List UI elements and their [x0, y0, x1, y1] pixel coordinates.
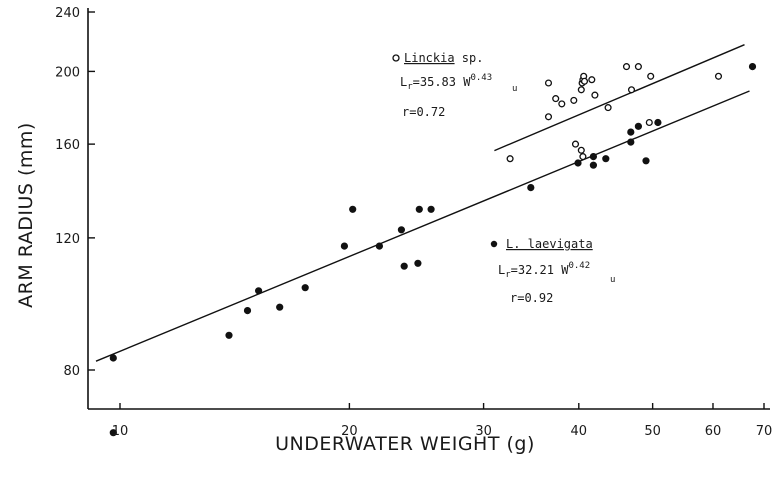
x-tick-label: 30 [475, 424, 492, 439]
laevigata-point [574, 159, 582, 167]
linckia-point [558, 100, 566, 108]
linckia-equation: Lr=35.83 W0.43 [400, 73, 492, 92]
linckia-point [570, 96, 578, 104]
fit-lines [95, 44, 750, 362]
linckia-point [588, 76, 596, 84]
linckia-eq-exponent: 0.43 [470, 73, 492, 83]
laevigata-point [243, 307, 252, 315]
laevigata-point [397, 226, 406, 234]
linckia-point [604, 104, 612, 112]
y-tick-label: 160 [55, 138, 80, 153]
linckia-point [544, 79, 553, 87]
laevigata-point [589, 153, 598, 161]
linckia-point [571, 140, 580, 148]
linckia-point [714, 72, 723, 80]
y-tick-label: 200 [55, 65, 80, 80]
laevigata-point [602, 155, 610, 163]
laevigata-eq-exponent: 0.42 [568, 261, 590, 271]
linckia-eq-rhs: =35.83 W [413, 75, 472, 89]
linckia-point [627, 86, 636, 94]
linckia-point [506, 155, 514, 163]
fit-line-laevigata [95, 90, 750, 362]
laevigata-point [654, 118, 662, 127]
laevigata-point [301, 284, 309, 292]
laevigata-point [349, 205, 357, 213]
laevigata-point [109, 354, 117, 362]
linckia-point [591, 91, 599, 99]
laevigata-point [415, 205, 423, 213]
laevigata-point [748, 62, 757, 71]
linckia-point [579, 153, 587, 161]
x-tick-label: 50 [644, 424, 661, 439]
laevigata-point [527, 184, 535, 192]
linckia-point [647, 72, 655, 80]
linckia-point [577, 86, 585, 94]
linckia-eq-subscript: u [512, 84, 517, 94]
laevigata-point [276, 303, 284, 311]
x-tick-label: 20 [341, 424, 358, 439]
laevigata-eq-lhs: L [498, 263, 505, 277]
laevigata-point [109, 429, 117, 437]
axes [87, 8, 770, 410]
x-axis-title: UNDERWATER WEIGHT (g) [275, 433, 535, 455]
linckia-legend-suffix: sp. [455, 51, 484, 65]
linckia-point [622, 63, 631, 71]
linckia-point [552, 95, 560, 103]
linckia-point [580, 77, 589, 85]
linckia-r-value: r=0.72 [402, 105, 445, 119]
laevigata-annotation: L. laevigata Lr=32.21 W0.42 u r=0.92 [490, 237, 615, 305]
linckia-eq-lhs-sub: r [407, 82, 413, 92]
laevigata-point [627, 128, 635, 136]
laevigata-point [427, 205, 435, 213]
laevigata-point [634, 122, 643, 130]
fit-line-linckia [494, 44, 745, 152]
data-points [109, 62, 757, 437]
y-tick-label: 240 [55, 6, 80, 21]
laevigata-eq-lhs-sub: r [505, 270, 511, 280]
laevigata-point [627, 138, 635, 146]
linckia-eq-lhs: L [400, 75, 407, 89]
linckia-point [645, 118, 653, 127]
laevigata-point [375, 242, 384, 250]
laevigata-eq-subscript: u [610, 275, 615, 285]
laevigata-point [255, 287, 263, 295]
linckia-annotation: Linckia sp. Lr=35.83 W0.43 u r=0.72 [392, 51, 517, 119]
laevigata-r-value: r=0.92 [510, 291, 553, 305]
laevigata-legend-label: L. laevigata [506, 237, 593, 251]
x-tick-label: 10 [112, 424, 129, 439]
laevigata-equation: Lr=32.21 W0.42 [498, 261, 590, 280]
x-tick-label: 70 [756, 424, 773, 439]
laevigata-point [414, 259, 422, 267]
linckia-point [577, 146, 585, 154]
laevigata-point [589, 161, 598, 169]
laevigata-point [642, 157, 650, 165]
linckia-legend-label: Linckia sp. [404, 51, 483, 65]
x-tick-label: 40 [571, 424, 588, 439]
y-axis-title: ARM RADIUS (mm) [15, 122, 37, 308]
laevigata-point [400, 262, 408, 270]
x-tick-label: 60 [705, 424, 722, 439]
y-tick-label: 120 [55, 232, 80, 247]
linckia-legend-marker [392, 54, 400, 62]
linckia-point [544, 113, 553, 121]
laevigata-eq-rhs: =32.21 W [511, 263, 570, 277]
laevigata-point [340, 242, 349, 250]
laevigata-legend-marker [490, 240, 498, 248]
linckia-legend-name: Linckia [404, 51, 455, 65]
linckia-point [634, 63, 642, 71]
y-tick-label: 80 [63, 364, 80, 379]
axis-ticks: 10 20 30 40 50 60 70 80 120 160 200 240 [55, 6, 772, 439]
laevigata-point [225, 331, 233, 339]
